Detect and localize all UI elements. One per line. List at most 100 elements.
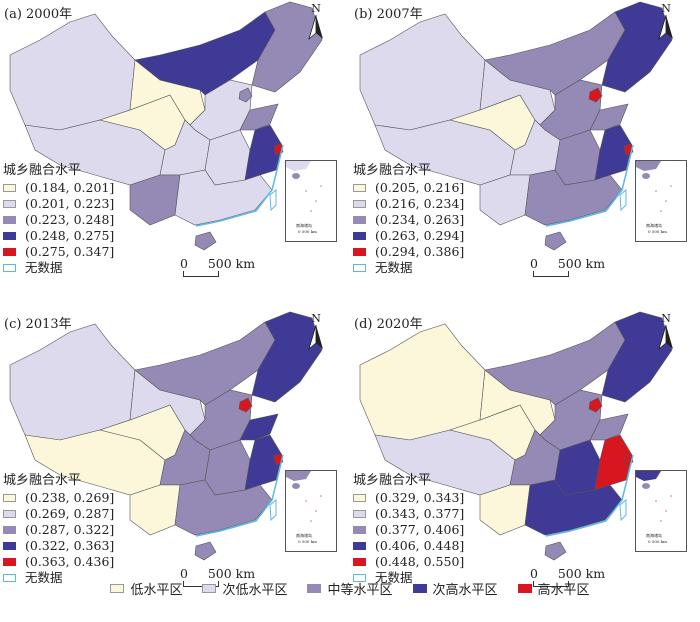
region-shandong xyxy=(239,413,279,441)
legend-swatch xyxy=(3,542,16,550)
scale-label: 0 500 km xyxy=(180,256,256,271)
inset-title: 南海诸岛 xyxy=(296,533,312,538)
region-jiangsu-zhejiang xyxy=(244,434,283,491)
legend-item-nodata: 无数据 xyxy=(3,260,114,276)
south-china-sea-inset: 南海诸岛 0 500 km xyxy=(285,470,337,552)
panel-title: (a) 2000年 xyxy=(4,7,73,22)
scale-bar: 0 500 km xyxy=(530,566,605,587)
legend-range: (0.287, 0.322] xyxy=(25,522,115,537)
region-xinjiang xyxy=(359,13,486,131)
legend-swatch xyxy=(353,526,366,534)
legend-swatch xyxy=(3,216,16,224)
legend-label: 无数据 xyxy=(25,570,63,585)
legend-item: (0.238, 0.269] xyxy=(3,490,114,506)
region-yunnan xyxy=(479,484,531,536)
inset-scale: 0 500 km xyxy=(298,539,317,544)
choropleth-map xyxy=(359,311,673,561)
legend-item-nodata: 无数据 xyxy=(353,570,464,586)
region-taiwan-nodata xyxy=(619,188,627,212)
legend-swatch xyxy=(353,510,366,518)
legend-swatch xyxy=(3,232,16,240)
region-shandong xyxy=(589,103,629,131)
scale-bar: 0 500 km xyxy=(180,256,255,277)
region-south xyxy=(174,479,273,536)
legend-range: (0.223, 0.248] xyxy=(25,212,115,227)
legend-swatch xyxy=(353,558,366,566)
legend-swatch xyxy=(3,248,16,256)
legend-label: 无数据 xyxy=(375,260,413,275)
region-northeast xyxy=(601,1,673,93)
coastline xyxy=(545,454,634,537)
legend-swatch xyxy=(353,200,366,208)
legend-item: (0.223, 0.248] xyxy=(3,212,114,228)
legend-range: (0.216, 0.234] xyxy=(375,196,465,211)
swatch xyxy=(110,584,125,593)
level-upper-middle: 次高水平区 xyxy=(412,579,498,598)
legend-swatch xyxy=(3,200,16,208)
legend-range: (0.329, 0.343] xyxy=(375,490,465,505)
legend-swatch xyxy=(353,184,366,192)
region-shandong xyxy=(589,413,629,441)
legend-swatch xyxy=(3,264,16,272)
scale-label: 0 500 km xyxy=(530,256,606,271)
region-hainan xyxy=(194,231,217,251)
legend-range: (0.275, 0.347] xyxy=(25,244,115,259)
scale-label: 0 500 km xyxy=(530,566,606,581)
region-taiwan-nodata xyxy=(619,498,627,522)
label: 高水平区 xyxy=(537,583,590,598)
legend-range: (0.269, 0.287] xyxy=(25,506,115,521)
legend-swatch xyxy=(3,494,16,502)
label: 次低水平区 xyxy=(222,583,288,598)
choropleth-map xyxy=(359,1,673,251)
region-yunnan xyxy=(479,174,531,226)
legend-swatch xyxy=(353,264,366,272)
legend-range: (0.448, 0.550] xyxy=(375,554,465,569)
map-panel-2: (b) 2007年 N 城乡融合水平 (0.205, 0.216] (0.216, … xyxy=(350,0,700,305)
region-shandong xyxy=(239,103,279,131)
region-beijing xyxy=(588,397,603,413)
region-south xyxy=(524,479,623,536)
level-high: 高水平区 xyxy=(517,579,590,598)
legend-item-nodata: 无数据 xyxy=(353,260,464,276)
legend-item-nodata: 无数据 xyxy=(3,570,114,586)
region-northeast xyxy=(251,311,323,403)
legend-title: 城乡融合水平 xyxy=(3,473,82,488)
south-china-sea-inset: 南海诸岛 0 500 km xyxy=(635,470,687,552)
choropleth-map xyxy=(9,311,323,561)
legend-swatch xyxy=(3,558,16,566)
legend-range: (0.263, 0.294] xyxy=(375,228,465,243)
region-taiwan-nodata xyxy=(269,188,277,212)
region-northeast xyxy=(601,311,673,403)
legend-swatch xyxy=(353,542,366,550)
legend-item: (0.263, 0.294] xyxy=(353,228,464,244)
legend-range: (0.294, 0.386] xyxy=(375,244,465,259)
map-legend: 城乡融合水平 (0.329, 0.343] (0.343, 0.377] (0.377… xyxy=(353,473,464,586)
south-china-sea-inset: 南海诸岛 0 500 km xyxy=(285,160,337,242)
scale-bar: 0 500 km xyxy=(180,566,255,587)
legend-item: (0.363, 0.436] xyxy=(3,554,114,570)
inset-scale: 0 500 km xyxy=(298,229,317,234)
inset-scale: 0 500 km xyxy=(648,229,667,234)
legend-item: (0.216, 0.234] xyxy=(353,196,464,212)
level-low: 低水平区 xyxy=(110,579,182,598)
map-panel-3: (c) 2013年 N 城乡融合水平 (0.238, 0.269] (0.269, … xyxy=(0,310,350,615)
legend-swatch xyxy=(3,510,16,518)
legend-range: (0.201, 0.223] xyxy=(25,196,115,211)
region-yunnan xyxy=(129,484,181,536)
legend-item: (0.329, 0.343] xyxy=(353,490,464,506)
swatch xyxy=(517,584,532,593)
region-yunnan xyxy=(129,174,181,226)
legend-range: (0.343, 0.377] xyxy=(375,506,465,521)
legend-swatch xyxy=(3,574,16,582)
coastline xyxy=(195,454,284,537)
region-northeast xyxy=(251,1,323,93)
legend-item: (0.201, 0.223] xyxy=(3,196,114,212)
panel-title: (b) 2007年 xyxy=(354,7,423,22)
legend-title: 城乡融合水平 xyxy=(353,163,432,178)
north-label: N xyxy=(311,2,321,15)
legend-swatch xyxy=(353,494,366,502)
legend-swatch xyxy=(353,248,366,256)
region-beijing xyxy=(238,87,253,103)
legend-item: (0.343, 0.377] xyxy=(353,506,464,522)
region-hainan xyxy=(544,231,567,251)
